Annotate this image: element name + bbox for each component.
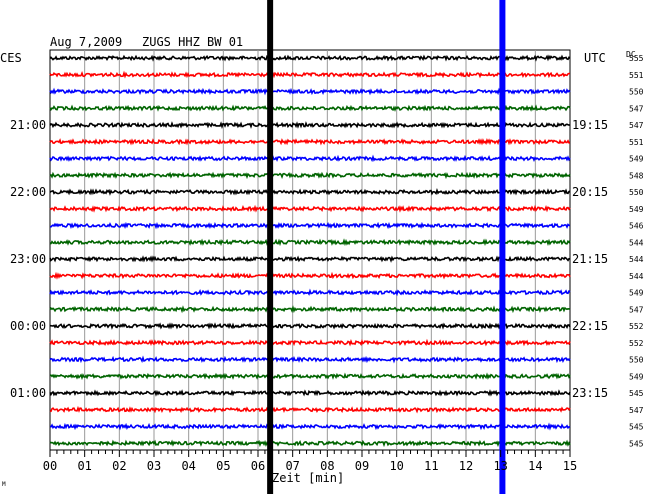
black-marker [267, 0, 274, 494]
trace-line [49, 355, 571, 364]
dc-offset-value: 552 [629, 339, 644, 348]
x-tick-label: 10 [389, 459, 403, 473]
trace-line [49, 154, 571, 163]
x-tick-label: 01 [77, 459, 91, 473]
x-tick-label: 13 [493, 459, 507, 473]
x-axis-label: Zeit [min] [272, 471, 344, 485]
left-time-label: 21:00 [10, 118, 46, 132]
dc-offset-value: 555 [629, 54, 644, 63]
x-tick-label: 04 [181, 459, 195, 473]
trace-line [49, 322, 571, 330]
trace-line [49, 338, 571, 347]
dc-offset-value: 544 [629, 255, 644, 264]
dc-label: DC [626, 50, 636, 59]
trace-line [49, 188, 571, 196]
left-time-axis: 21:00 22:00 23:00 00:00 01:00 [10, 118, 46, 400]
dc-offset-value: 551 [629, 138, 644, 147]
trace-line [49, 271, 571, 280]
x-axis: 00 01 02 03 04 05 06 07 08 09 10 11 12 13 14 15 [43, 450, 577, 473]
right-time-label: 22:15 [572, 319, 608, 333]
trace-line [49, 288, 571, 297]
dc-offset-value: 546 [629, 222, 644, 231]
dc-offset-value: 549 [629, 372, 644, 381]
left-timezone-label: CES [0, 51, 22, 65]
x-tick-label: 15 [563, 459, 577, 473]
trace-line [49, 171, 571, 180]
x-tick-label: 00 [43, 459, 57, 473]
right-time-label: 23:15 [572, 386, 608, 400]
right-time-axis: 19:15 20:15 21:15 22:15 23:15 [572, 118, 608, 400]
blue-marker [499, 0, 506, 494]
trace-line [49, 405, 571, 414]
right-time-label: 20:15 [572, 185, 608, 199]
trace-line [49, 422, 571, 431]
x-tick-label: 12 [459, 459, 473, 473]
trace-line [49, 238, 571, 247]
dc-offset-value: 545 [629, 389, 644, 398]
chart-date: Aug 7,2009 [50, 35, 122, 49]
event-markers [267, 0, 506, 494]
chart-station: ZUGS HHZ BW 01 [142, 35, 243, 49]
trace-line [49, 255, 571, 263]
dc-offset-value: 547 [629, 305, 644, 314]
dc-offset-value: 550 [629, 188, 644, 197]
x-tick-label: 11 [424, 459, 438, 473]
x-tick-label: 09 [355, 459, 369, 473]
right-time-label: 21:15 [572, 252, 608, 266]
dc-offset-value: 550 [629, 88, 644, 97]
trace-line [49, 372, 571, 381]
dc-offset-value: 550 [629, 356, 644, 365]
trace-line [49, 305, 571, 314]
dc-offset-value: 544 [629, 238, 644, 247]
dc-offset-value: 549 [629, 155, 644, 164]
left-time-label: 00:00 [10, 319, 46, 333]
dc-offset-value: 545 [629, 439, 644, 448]
dc-offset-value: 551 [629, 71, 644, 80]
left-time-label: 23:00 [10, 252, 46, 266]
dc-offset-value: 547 [629, 406, 644, 415]
x-tick-label: 06 [251, 459, 265, 473]
left-time-label: 22:00 [10, 185, 46, 199]
trace-line [49, 87, 571, 96]
x-tick-label: 08 [320, 459, 334, 473]
trace-line [49, 54, 571, 62]
left-time-label: 01:00 [10, 386, 46, 400]
dc-offset-value: 547 [629, 121, 644, 130]
dc-offset-value: 544 [629, 272, 644, 281]
x-tick-label: 14 [528, 459, 542, 473]
trace-line [49, 138, 571, 146]
trace-line [49, 221, 571, 230]
x-tick-label: 02 [112, 459, 126, 473]
x-tick-label: 07 [285, 459, 299, 473]
x-tick-label: 03 [147, 459, 161, 473]
dc-offset-value: 547 [629, 104, 644, 113]
dc-offset-column: 555 551 550 547 547 551 549 548 550 549 546 544 544 5… [629, 54, 644, 448]
corner-mark: M [2, 481, 6, 488]
dc-offset-value: 548 [629, 171, 644, 180]
trace-line [49, 104, 571, 112]
trace-line [49, 70, 571, 79]
right-time-label: 19:15 [572, 118, 608, 132]
dc-offset-value: 549 [629, 289, 644, 298]
dc-offset-value: 545 [629, 423, 644, 432]
trace-line [49, 389, 571, 397]
dc-offset-value: 552 [629, 322, 644, 331]
x-tick-label: 05 [216, 459, 230, 473]
dc-offset-value: 549 [629, 205, 644, 214]
trace-line [49, 439, 571, 448]
seismic-traces [49, 54, 571, 448]
trace-line [49, 121, 571, 130]
right-timezone-label: UTC [584, 51, 606, 65]
plot-frame [49, 49, 571, 451]
trace-line [49, 204, 571, 213]
